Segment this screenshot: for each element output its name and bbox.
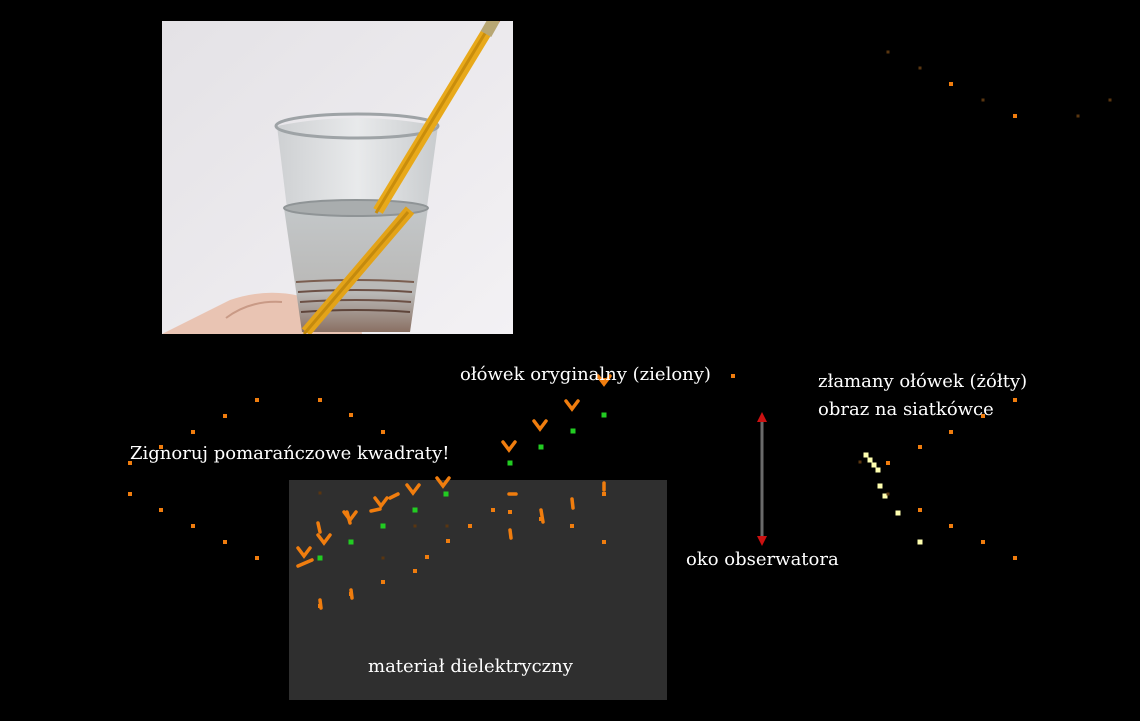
- orange-square: [918, 445, 922, 449]
- orange-square: [128, 492, 132, 496]
- original-pencil-points: [317, 412, 607, 561]
- orange-square: [602, 492, 606, 496]
- green-square: [443, 491, 449, 497]
- ray-arrows: [296, 374, 612, 610]
- faint-dot: [445, 524, 449, 528]
- orange-square: [602, 540, 606, 544]
- orange-square: [602, 378, 606, 382]
- green-square: [412, 507, 418, 513]
- pencil-glass-photo: [162, 21, 513, 334]
- faint-dot: [918, 66, 922, 70]
- broken-pencil-points: [863, 452, 923, 545]
- faint-dot: [886, 50, 890, 54]
- orange-square: [159, 508, 163, 512]
- faint-dot: [318, 491, 322, 495]
- faint-dot: [886, 492, 890, 496]
- orange-square: [223, 540, 227, 544]
- ray-segment: [318, 598, 323, 610]
- faint-dot: [381, 556, 385, 560]
- orange-square: [508, 510, 512, 514]
- orange-square: [918, 508, 922, 512]
- orange-square: [381, 430, 385, 434]
- ray-arrow: [532, 419, 548, 432]
- orange-square: [886, 461, 890, 465]
- green-square: [348, 539, 354, 545]
- orange-square: [949, 524, 953, 528]
- orange-square: [128, 461, 132, 465]
- ray-segment: [388, 492, 400, 500]
- orange-square: [981, 414, 985, 418]
- orange-square: [381, 580, 385, 584]
- ray-arrow: [435, 476, 451, 489]
- green-square: [570, 428, 576, 434]
- orange-square: [1013, 114, 1017, 118]
- observer-eye-label: oko obserwatora: [686, 549, 839, 570]
- ray-segment: [345, 510, 352, 525]
- orange-square: [255, 398, 259, 402]
- orange-square: [413, 569, 417, 573]
- ray-segment: [570, 497, 575, 510]
- faint-dot: [1076, 114, 1080, 118]
- ray-segment: [539, 508, 545, 524]
- orange-square: [1013, 556, 1017, 560]
- ray-arrow: [564, 399, 580, 412]
- orange-square: [1013, 398, 1017, 402]
- faint-dot: [981, 98, 985, 102]
- yellow-square: [871, 462, 877, 468]
- yellow-square: [877, 483, 883, 489]
- yellow-square: [917, 539, 923, 545]
- orange-square: [255, 556, 259, 560]
- faint-dot: [1108, 98, 1112, 102]
- ray-segment: [349, 588, 354, 600]
- ray-arrow: [405, 483, 421, 496]
- broken-pencil-label: złamany ołówek (żółty): [818, 371, 1028, 392]
- green-square: [507, 460, 513, 466]
- orange-square: [349, 413, 353, 417]
- dielectric-label: materiał dielektryczny: [368, 656, 573, 677]
- green-square: [538, 444, 544, 450]
- orange-square: [949, 430, 953, 434]
- observer-eye-marker: [757, 412, 767, 546]
- ray-arrow: [296, 546, 312, 559]
- orange-square: [425, 555, 429, 559]
- ray-arrow: [316, 533, 332, 546]
- green-square: [380, 523, 386, 529]
- faint-dot: [858, 460, 862, 464]
- orange-square: [446, 539, 450, 543]
- orange-square: [223, 414, 227, 418]
- orange-squares: [128, 82, 1017, 608]
- orange-square: [159, 445, 163, 449]
- yellow-square: [875, 467, 881, 473]
- faint-dot: [413, 524, 417, 528]
- yellow-square: [863, 452, 869, 458]
- original-pencil-label: ołówek oryginalny (zielony): [460, 364, 711, 385]
- ignore-orange-note: Zignoruj pomarańczowe kwadraty!: [130, 443, 450, 464]
- orange-square: [949, 82, 953, 86]
- yellow-square: [867, 457, 873, 463]
- green-square: [317, 555, 323, 561]
- yellow-square: [882, 493, 888, 499]
- orange-square: [191, 524, 195, 528]
- orange-square: [981, 540, 985, 544]
- faint-dots: [318, 50, 1112, 560]
- orange-square: [468, 524, 472, 528]
- ray-segment: [296, 558, 314, 568]
- ray-arrow: [501, 440, 517, 453]
- orange-square: [318, 398, 322, 402]
- orange-square: [191, 430, 195, 434]
- orange-square: [731, 374, 735, 378]
- yellow-square: [895, 510, 901, 516]
- ray-segment: [508, 528, 513, 540]
- ray-segment: [369, 507, 382, 513]
- ray-segment: [316, 521, 322, 534]
- orange-square: [491, 508, 495, 512]
- retina-image-label: obraz na siatkówce: [818, 399, 994, 420]
- ray-arrow: [596, 374, 612, 387]
- ray-arrow: [373, 496, 389, 509]
- green-square: [601, 412, 607, 418]
- orange-square: [570, 524, 574, 528]
